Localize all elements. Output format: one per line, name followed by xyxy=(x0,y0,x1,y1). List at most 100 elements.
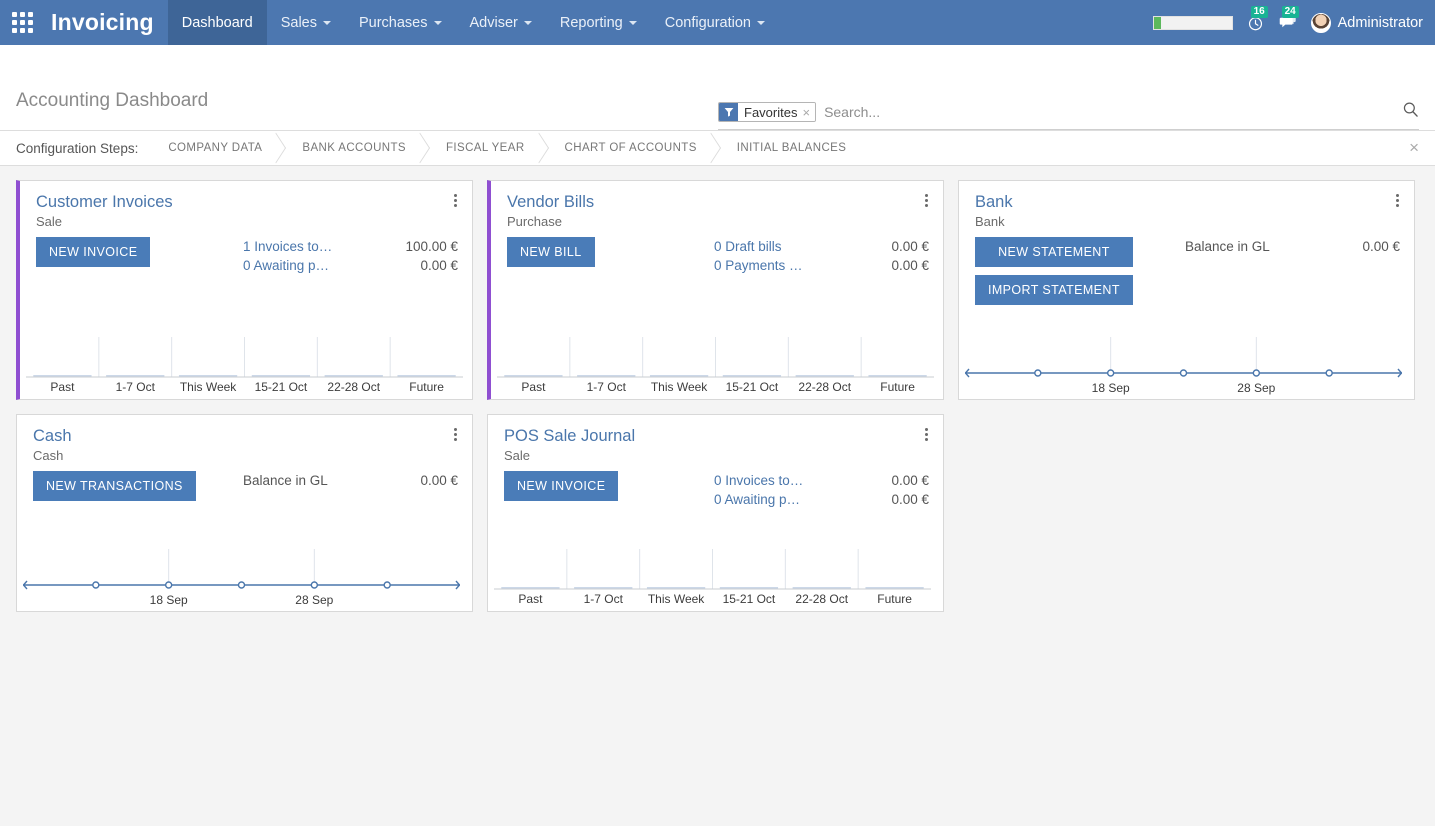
stat-value: 0.00 € xyxy=(1362,239,1400,254)
card-actions: NEW INVOICE xyxy=(36,237,151,275)
stat-row: 0 Awaiting p… 0.00 € xyxy=(714,490,929,509)
bar-0 xyxy=(504,375,563,377)
stat-label[interactable]: 1 Invoices to… xyxy=(243,239,333,254)
chevron-down-icon xyxy=(628,20,637,25)
x-tick-label: This Week xyxy=(651,380,708,394)
menu-item-label: Dashboard xyxy=(181,14,253,31)
card-subtitle: Bank xyxy=(975,214,1005,229)
search-facet-favorites[interactable]: Favorites × xyxy=(718,102,817,122)
journal-card-bank[interactable]: Bank Bank NEW STATEMENT IMPORT STATEMENT Bal… xyxy=(958,180,1415,400)
button-new-statement[interactable]: NEW STATEMENT xyxy=(975,237,1133,267)
card-stats: 0 Draft bills 0.00 € 0 Payments … 0.00 € xyxy=(714,237,929,275)
journal-card-cash[interactable]: Cash Cash NEW TRANSACTIONS Balance in GL 0.0… xyxy=(16,414,473,612)
button-new-transactions[interactable]: NEW TRANSACTIONS xyxy=(33,471,196,501)
close-icon[interactable]: × xyxy=(1409,138,1419,157)
card-title[interactable]: POS Sale Journal xyxy=(504,427,636,445)
card-actions: NEW TRANSACTIONS xyxy=(33,471,196,501)
stat-value: 0.00 € xyxy=(420,258,458,273)
card-header: Vendor Bills Purchase xyxy=(491,181,943,229)
config-step-company-data[interactable]: COMPANY DATA xyxy=(150,131,284,165)
button-new-invoice[interactable]: NEW INVOICE xyxy=(36,237,151,267)
stat-label[interactable]: 0 Awaiting p… xyxy=(243,258,330,273)
x-tick-label: 28 Sep xyxy=(295,593,333,607)
avatar xyxy=(1310,12,1331,33)
x-tick-label: 22-28 Oct xyxy=(327,380,380,394)
stat-row: 0 Draft bills 0.00 € xyxy=(714,237,929,256)
menu-item-dashboard[interactable]: Dashboard xyxy=(167,0,267,45)
search-magnifier-icon[interactable] xyxy=(1402,101,1419,123)
bar-1 xyxy=(106,375,165,377)
config-step-initial-balances[interactable]: INITIAL BALANCES xyxy=(719,131,869,165)
x-tick-label: 22-28 Oct xyxy=(798,380,851,394)
card-body: NEW TRANSACTIONS Balance in GL 0.00 € xyxy=(17,463,472,501)
config-step-bank-accounts[interactable]: BANK ACCOUNTS xyxy=(284,131,428,165)
card-title[interactable]: Customer Invoices xyxy=(36,193,173,211)
data-point-4 xyxy=(310,581,319,589)
journal-card-vendor-bills[interactable]: Vendor Bills Purchase NEW BILL 0 Draft bill… xyxy=(487,180,944,400)
card-header: Cash Cash xyxy=(17,415,472,463)
stat-label[interactable]: 0 Awaiting p… xyxy=(714,492,801,507)
card-subtitle: Sale xyxy=(504,448,531,463)
card-body: NEW BILL 0 Draft bills 0.00 €0 Payments … 0… xyxy=(491,229,943,275)
config-step-label: BANK ACCOUNTS xyxy=(302,142,406,154)
journal-card-customer-invoices[interactable]: Customer Invoices Sale NEW INVOICE 1 Invoic… xyxy=(16,180,473,400)
card-chart: 18 Sep 28 Sep xyxy=(17,543,472,611)
card-title[interactable]: Bank xyxy=(975,193,1013,211)
card-stats: Balance in GL 0.00 € xyxy=(1185,237,1400,305)
data-point-1 xyxy=(92,581,100,589)
menu-item-purchases[interactable]: Purchases xyxy=(345,0,456,45)
menu-item-sales[interactable]: Sales xyxy=(267,0,345,45)
stat-label[interactable]: 0 Invoices to… xyxy=(714,473,804,488)
chevron-down-icon xyxy=(756,20,765,25)
x-tick-label: 22-28 Oct xyxy=(795,592,848,606)
menu-item-adviser[interactable]: Adviser xyxy=(456,0,546,45)
card-title[interactable]: Vendor Bills xyxy=(507,193,595,211)
config-step-chart-of-accounts[interactable]: CHART OF ACCOUNTS xyxy=(547,131,719,165)
apps-grid-glyph xyxy=(12,12,33,33)
button-new-invoice[interactable]: NEW INVOICE xyxy=(504,471,619,501)
bar-1 xyxy=(577,375,636,377)
menu-item-reporting[interactable]: Reporting xyxy=(546,0,651,45)
bar-0 xyxy=(33,375,92,377)
clock-icon[interactable]: 16 xyxy=(1247,6,1268,31)
stat-value: 0.00 € xyxy=(891,473,929,488)
button-import-statement[interactable]: IMPORT STATEMENT xyxy=(975,275,1133,305)
card-chart: Past 1-7 Oct This Week 15-21 Oct 22-28 Oct Fu… xyxy=(20,331,472,399)
top-navbar: Invoicing Dashboard Sales Purchases Adviser… xyxy=(0,0,1435,45)
card-chart: 18 Sep 28 Sep xyxy=(959,331,1414,399)
close-icon[interactable]: × xyxy=(802,103,816,121)
stat-label[interactable]: 0 Draft bills xyxy=(714,239,782,254)
menu-item-configuration[interactable]: Configuration xyxy=(651,0,779,45)
menu-item-label: Configuration xyxy=(664,14,751,31)
x-tick-label: Future xyxy=(409,380,444,394)
x-tick-label: This Week xyxy=(180,380,237,394)
stat-value: 100.00 € xyxy=(405,239,458,254)
stat-row: Balance in GL 0.00 € xyxy=(1185,237,1400,256)
bar-5 xyxy=(865,587,924,589)
card-menu-kebab-icon[interactable] xyxy=(1393,191,1402,210)
card-body: NEW STATEMENT IMPORT STATEMENT Balance in … xyxy=(959,229,1414,305)
card-menu-kebab-icon[interactable] xyxy=(922,425,931,444)
chat-icon[interactable]: 24 xyxy=(1278,6,1299,31)
stat-label: Balance in GL xyxy=(1185,239,1270,254)
user-menu[interactable]: Administrator xyxy=(1310,12,1423,33)
data-point-5 xyxy=(1325,369,1333,377)
journal-card-pos-sale-journal[interactable]: POS Sale Journal Sale NEW INVOICE 0 Invoice… xyxy=(487,414,944,612)
card-subtitle: Cash xyxy=(33,448,64,463)
card-menu-kebab-icon[interactable] xyxy=(451,425,460,444)
card-menu-kebab-icon[interactable] xyxy=(451,191,460,210)
card-actions: NEW BILL xyxy=(507,237,595,275)
chat-badge-count: 24 xyxy=(1281,6,1299,18)
line-chart: 18 Sep 28 Sep xyxy=(23,549,460,607)
stat-label[interactable]: 0 Payments … xyxy=(714,258,803,273)
config-step-fiscal-year[interactable]: FISCAL YEAR xyxy=(428,131,547,165)
card-menu-kebab-icon[interactable] xyxy=(922,191,931,210)
data-point-5 xyxy=(383,581,391,589)
app-brand-title[interactable]: Invoicing xyxy=(51,9,154,35)
button-new-bill[interactable]: NEW BILL xyxy=(507,237,595,267)
card-title[interactable]: Cash xyxy=(33,427,72,445)
search-input[interactable] xyxy=(822,103,1402,121)
stat-row: 1 Invoices to… 100.00 € xyxy=(243,237,458,256)
stat-value: 0.00 € xyxy=(891,239,929,254)
apps-grid-icon[interactable] xyxy=(0,0,45,45)
